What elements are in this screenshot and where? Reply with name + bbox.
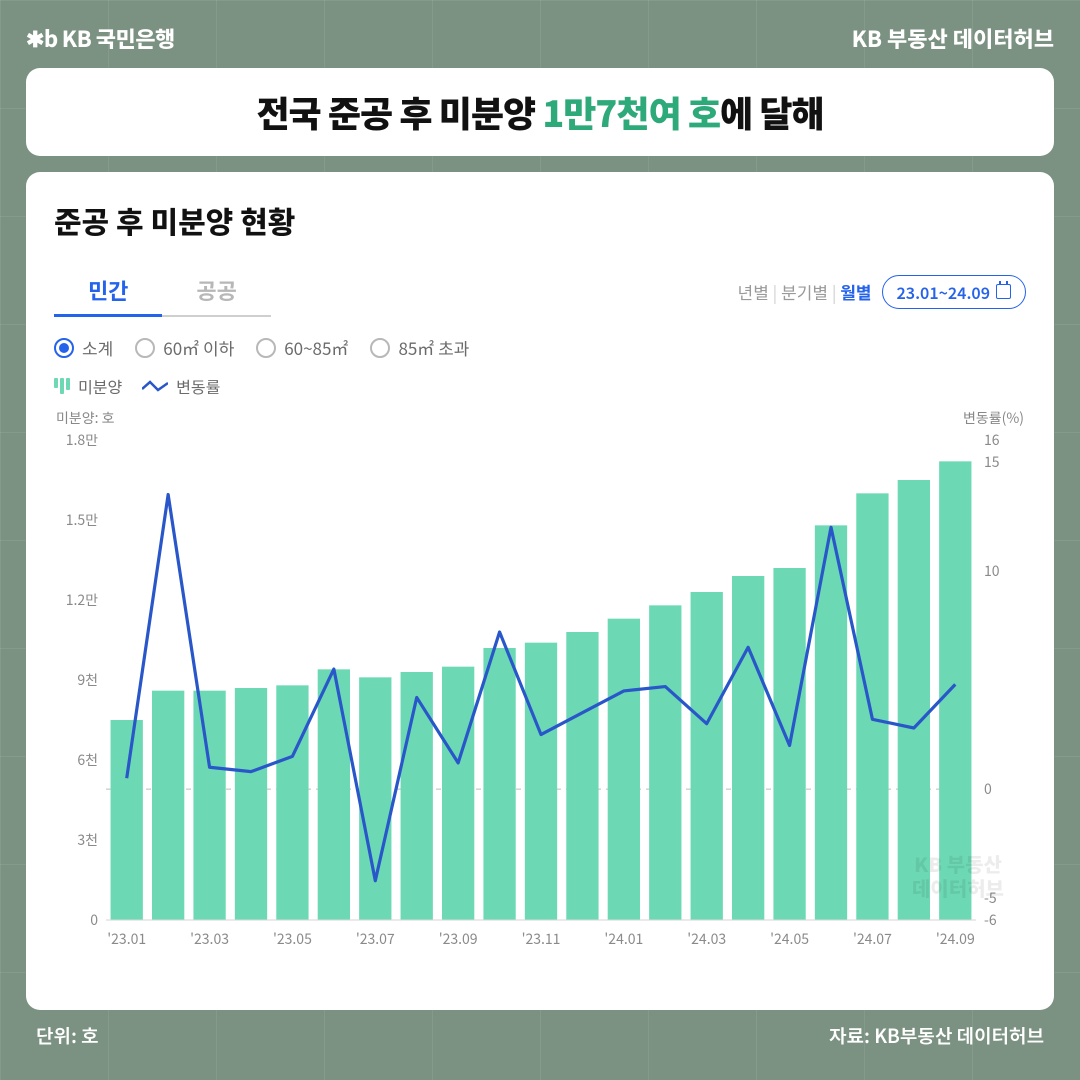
period-2[interactable]: 월별 [840,279,871,304]
svg-text:1.2만: 1.2만 [66,590,98,610]
date-range-pill[interactable]: 23.01~24.09 [882,275,1026,309]
svg-text:'23.03: '23.03 [190,929,229,949]
svg-text:'23.05: '23.05 [273,929,312,949]
radio-dot-icon [256,338,276,358]
headline-part2: 에 달해 [720,86,824,138]
period-0[interactable]: 년별 [738,279,769,304]
headline-highlight: 1만7천여 호 [542,86,720,138]
date-range-text: 23.01~24.09 [897,280,990,304]
svg-text:9천: 9천 [77,670,98,690]
svg-text:1.5만: 1.5만 [66,510,98,530]
svg-text:'24.09: '24.09 [936,929,975,949]
radio-dot-icon [135,338,155,358]
svg-text:1.8만: 1.8만 [66,434,98,450]
tabs-row: 민간공공 년별 | 분기별 | 월별 23.01~24.09 [54,266,1026,317]
left-axis-title: 미분양: 호 [56,408,115,428]
category-tabs: 민간공공 [54,266,271,317]
legend-bar-icon [54,378,70,394]
radio-dot-icon [370,338,390,358]
unit-label: 단위: 호 [36,1022,99,1049]
svg-text:3천: 3천 [77,830,98,850]
axis-titles: 미분양: 호 변동률(%) [54,408,1026,428]
svg-text:'24.07: '24.07 [853,929,892,949]
combo-chart: 03천6천9천1.2만1.5만1.8만-6-50101516'23.01'23.… [54,434,1022,954]
footer-row: 단위: 호 자료: KB부동산 데이터허브 [26,1022,1054,1049]
legend-line-icon [142,379,168,393]
svg-text:10: 10 [984,561,1000,581]
radio-dot-icon [54,338,74,358]
svg-text:'24.01: '24.01 [604,929,643,949]
calendar-icon [996,284,1011,299]
svg-text:0: 0 [90,910,98,930]
source-label: 자료: KB부동산 데이터허브 [829,1022,1044,1049]
kb-logo: ✱bKB 국민은행 [26,22,175,54]
svg-text:6천: 6천 [77,750,98,770]
brand-row: ✱bKB 국민은행 KB 부동산 데이터허브 [26,22,1054,54]
chart-legend: 미분양 변동률 [54,374,1026,398]
svg-text:'24.05: '24.05 [770,929,809,949]
svg-text:'23.11: '23.11 [522,929,561,949]
infographic-frame: ✱bKB 국민은행 KB 부동산 데이터허브 전국 준공 후 미분양 1만7천여… [0,0,1080,1080]
radio-1[interactable]: 60㎡ 이하 [135,335,234,360]
panel-title: 준공 후 미분양 현황 [54,198,1026,242]
svg-text:'23.01: '23.01 [107,929,146,949]
size-radio-group: 소계 60㎡ 이하 60~85㎡ 85㎡ 초과 [54,335,1026,360]
period-group: 년별 | 분기별 | 월별 23.01~24.09 [738,275,1026,309]
kb-bank-text: KB 국민은행 [62,22,175,54]
radio-3[interactable]: 85㎡ 초과 [370,335,469,360]
radio-2[interactable]: 60~85㎡ [256,335,348,360]
svg-text:0: 0 [984,779,992,799]
radio-0[interactable]: 소계 [54,335,113,360]
legend-line-label: 변동률 [176,374,220,398]
svg-text:'23.07: '23.07 [356,929,395,949]
svg-text:15: 15 [984,452,1000,472]
right-axis-title: 변동률(%) [963,408,1024,428]
chart-area: 03천6천9천1.2만1.5만1.8만-6-50101516'23.01'23.… [54,434,1026,954]
chart-card: 준공 후 미분양 현황 민간공공 년별 | 분기별 | 월별 23.01~24.… [26,172,1054,1010]
tab-0[interactable]: 민간 [54,266,162,317]
headline-banner: 전국 준공 후 미분양 1만7천여 호에 달해 [26,68,1054,156]
data-hub-label: KB 부동산 데이터허브 [852,22,1054,54]
svg-text:16: 16 [984,434,1000,450]
svg-text:-6: -6 [984,910,997,930]
legend-bar-label: 미분양 [78,374,122,398]
tab-1[interactable]: 공공 [162,266,270,317]
watermark: KB 부동산데이터허브 [912,852,1004,900]
kb-star-icon: ✱b [26,22,58,54]
headline-part1: 전국 준공 후 미분양 [256,86,542,138]
period-1[interactable]: 분기별 [781,279,828,304]
svg-text:'24.03: '24.03 [687,929,726,949]
svg-text:'23.09: '23.09 [439,929,478,949]
